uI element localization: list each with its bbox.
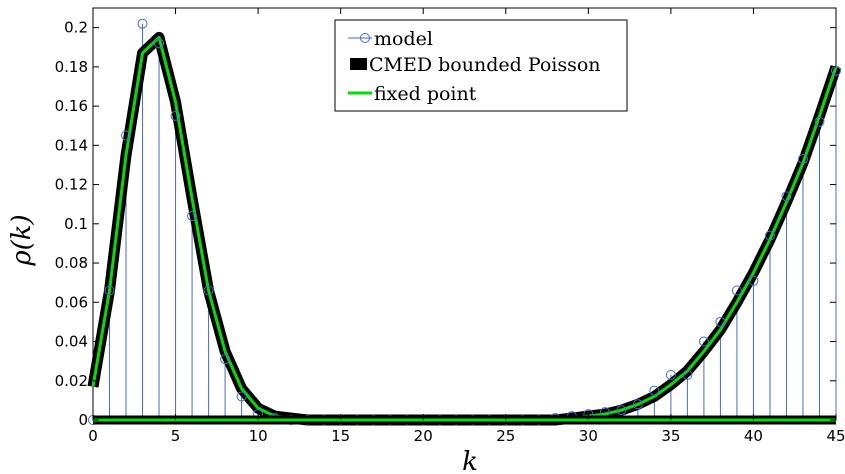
model-marker (104, 285, 115, 296)
model-marker (154, 38, 165, 49)
model-marker (797, 154, 808, 165)
legend-box (334, 19, 628, 112)
model-marker (170, 110, 181, 121)
y-tick-label: 0.12 (55, 176, 88, 194)
y-tick-label: 0.04 (55, 333, 88, 351)
model-marker (831, 65, 841, 76)
legend-item-model: model (348, 28, 433, 50)
y-tick-label: 0.16 (55, 97, 88, 115)
x-tick-label: 5 (171, 427, 181, 445)
y-axis-label: ρ(k) (7, 214, 37, 266)
y-tick-label: 0.02 (55, 372, 88, 390)
x-tick-label: 20 (414, 427, 433, 445)
legend-marker-model (360, 33, 370, 43)
model-marker (236, 391, 247, 402)
legend-swatch-cmed (350, 58, 367, 70)
legend-item-cmed: CMED bounded Poisson (350, 54, 601, 76)
model-marker (187, 210, 198, 221)
model-marker (764, 230, 775, 241)
legend-label-cmed: CMED bounded Poisson (369, 54, 601, 76)
y-tick-label: 0 (78, 411, 88, 429)
model-marker (632, 399, 643, 410)
y-tick-label: 0.18 (55, 58, 88, 76)
x-tick-label: 25 (496, 427, 515, 445)
y-tick-label: 0.06 (55, 293, 88, 311)
model-marker (682, 369, 693, 380)
model-marker (665, 369, 676, 380)
legend-label-fixed-point: fixed point (374, 83, 477, 105)
x-axis-label: k (462, 447, 478, 474)
model-marker (731, 285, 742, 296)
model-marker (698, 336, 709, 347)
model-marker (715, 316, 726, 327)
axis-ticks: 0 5 10 15 20 25 30 35 40 45 0 0.02 0.04 0.06 0.08 0.1 0.… (55, 8, 845, 445)
model-marker (203, 285, 214, 296)
x-tick-label: 40 (744, 427, 763, 445)
y-tick-label: 0.2 (64, 19, 88, 37)
model-marker (616, 405, 627, 416)
model-marker (748, 275, 759, 286)
y-tick-label: 0.1 (64, 215, 88, 233)
model-marker (220, 354, 231, 365)
model-marker (814, 116, 825, 127)
model-marker (121, 130, 132, 141)
y-tick-label: 0.08 (55, 254, 88, 272)
x-tick-label: 45 (826, 427, 845, 445)
model-stems (109, 23, 837, 420)
model-marker (137, 18, 148, 29)
x-tick-label: 10 (249, 427, 268, 445)
x-tick-label: 30 (579, 427, 598, 445)
x-tick-label: 15 (331, 427, 350, 445)
model-marker (649, 385, 660, 396)
legend-label-model: model (374, 28, 433, 50)
x-tick-label: 0 (88, 427, 98, 445)
y-tick-label: 0.14 (55, 136, 88, 154)
legend-item-fixed-point: fixed point (348, 83, 477, 105)
x-tick-label: 35 (661, 427, 680, 445)
model-marker (781, 191, 792, 202)
legend: model CMED bounded Poisson fixed point (334, 19, 628, 112)
